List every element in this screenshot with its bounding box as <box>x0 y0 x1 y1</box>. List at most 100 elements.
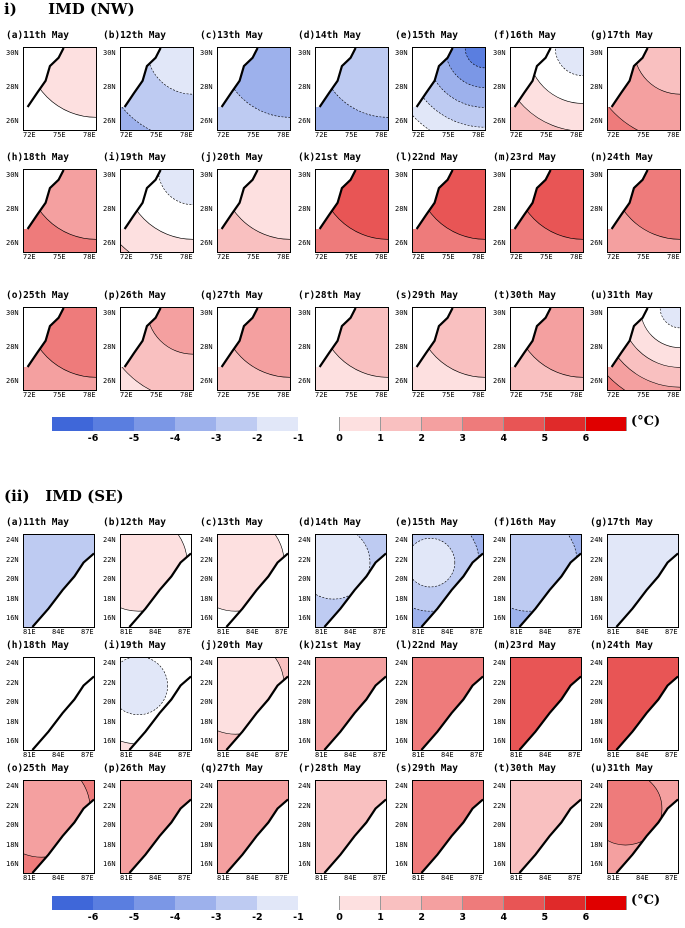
coastline <box>615 798 678 873</box>
latitude-label: 22N <box>6 801 19 810</box>
latitude-label: 24N <box>6 782 19 790</box>
longitude-label: 72E <box>412 131 425 139</box>
longitude-label: 84E <box>246 751 259 759</box>
anomaly-field <box>608 658 678 750</box>
latitude-label: 28N <box>298 205 311 213</box>
longitude-label: 84E <box>636 628 649 636</box>
coastline <box>123 308 162 368</box>
longitude-label: 87E <box>568 751 581 759</box>
latitude-label: 20N <box>590 575 603 583</box>
coastline <box>610 170 649 230</box>
latitude-label: 20N <box>200 698 213 706</box>
map-frame <box>315 657 387 751</box>
longitude-label: 84E <box>246 628 259 636</box>
longitude-label: 75E <box>53 391 66 399</box>
colorbar-tick-label: -6 <box>87 912 99 923</box>
map-frame <box>217 534 289 628</box>
map-panel: (f)16th May 24N 22N 20N 18N 16N 81E 84E 87E <box>493 517 584 640</box>
longitude-label: 75E <box>345 131 358 139</box>
latitude-label: 28N <box>200 205 213 213</box>
panel-title: (c)13th May <box>200 517 263 528</box>
longitude-label: 87E <box>665 751 678 759</box>
latitude-label: 24N <box>298 659 311 667</box>
longitude-label: 81E <box>23 874 36 882</box>
latitude-label: 24N <box>103 782 116 790</box>
longitude-label: 72E <box>607 391 620 399</box>
longitude-label: 72E <box>510 253 523 261</box>
map-frame <box>23 657 95 751</box>
anomaly-field <box>121 535 191 627</box>
longitude-label: 84E <box>441 628 454 636</box>
anomaly-field <box>24 781 94 873</box>
latitude-label: 16N <box>298 860 311 868</box>
latitude-label: 28N <box>298 83 311 91</box>
coastline <box>323 675 386 750</box>
map-frame <box>217 307 291 391</box>
latitude-label: 22N <box>103 555 116 564</box>
coastline <box>513 308 552 368</box>
colorbar-tick-label: 5 <box>541 912 549 923</box>
latitude-label: 26N <box>493 377 506 385</box>
latitude-label: 26N <box>6 377 19 385</box>
colorbar-swatch <box>462 417 505 431</box>
map-frame <box>120 534 192 628</box>
longitude-label: 87E <box>373 874 386 882</box>
latitude-label: 24N <box>590 782 603 790</box>
coastline <box>225 675 288 750</box>
anomaly-field <box>218 781 288 873</box>
latitude-label: 24N <box>298 782 311 790</box>
longitude-label: 75E <box>540 131 553 139</box>
panel-title: (u)31th May <box>590 763 653 774</box>
anomaly-field <box>608 308 680 390</box>
colorbar-swatch <box>216 896 258 910</box>
map-panel: (l)22nd May 24N 22N 20N 18N 16N 81E 84E 87E <box>395 640 486 763</box>
anomaly-field <box>511 535 581 627</box>
colorbar-swatch <box>421 417 464 431</box>
panel-title: (l)22nd May <box>395 152 458 163</box>
map-frame <box>120 169 194 253</box>
map-frame <box>510 780 582 874</box>
map-panel: (e)15th May 30N 28N 26N 72E 75E 78E <box>395 30 488 143</box>
latitude-label: 18N <box>298 717 311 726</box>
coastline <box>128 552 191 627</box>
longitude-label: 81E <box>23 751 36 759</box>
longitude-label: 78E <box>375 391 388 399</box>
coastline <box>128 798 191 873</box>
anomaly-field <box>511 308 583 390</box>
map-panel: (a)11th May 30N 28N 26N 72E 75E 78E <box>6 30 99 143</box>
colorbar-swatch <box>257 896 299 910</box>
longitude-label: 84E <box>441 751 454 759</box>
colorbar-tick-label: 0 <box>336 433 343 444</box>
panel-title: (j)20th May <box>200 152 263 163</box>
map-panel: (i)19th May 24N 22N 20N 18N 16N 81E 84E 87E <box>103 640 194 763</box>
map-panel: (k)21st May 24N 22N 20N 18N 16N 81E 84E 87E <box>298 640 389 763</box>
panel-title: (a)11th May <box>6 517 69 528</box>
colorbar-swatch <box>462 896 505 910</box>
map-panel: (m)23rd May 24N 22N 20N 18N 16N 81E 84E 87E <box>493 640 584 763</box>
map-frame <box>120 307 194 391</box>
panel-title: (e)15th May <box>395 30 458 41</box>
latitude-label: 24N <box>200 782 213 790</box>
map-panel: (h)18th May 24N 22N 20N 18N 16N 81E 84E 87E <box>6 640 97 763</box>
longitude-label: 87E <box>373 751 386 759</box>
latitude-label: 30N <box>395 171 408 179</box>
latitude-label: 20N <box>103 821 116 829</box>
latitude-label: 18N <box>590 594 603 603</box>
longitude-label: 87E <box>275 751 288 759</box>
colorbar-swatch <box>503 417 546 431</box>
map-panel: (j)20th May 24N 22N 20N 18N 16N 81E 84E 87E <box>200 640 291 763</box>
colorbar-tick-label: 2 <box>418 433 425 444</box>
longitude-label: 75E <box>345 391 358 399</box>
latitude-label: 18N <box>590 717 603 726</box>
panel-title: (k)21st May <box>298 152 361 163</box>
colorbar-tick-label: -5 <box>128 912 140 923</box>
colorbar-unit: (°C) <box>631 414 661 429</box>
map-panel: (h)18th May 30N 28N 26N 72E 75E 78E <box>6 152 99 265</box>
latitude-label: 30N <box>298 309 311 317</box>
longitude-label: 84E <box>52 874 65 882</box>
longitude-label: 75E <box>150 391 163 399</box>
longitude-label: 75E <box>53 131 66 139</box>
latitude-label: 24N <box>200 659 213 667</box>
longitude-label: 75E <box>150 131 163 139</box>
latitude-label: 30N <box>493 171 506 179</box>
